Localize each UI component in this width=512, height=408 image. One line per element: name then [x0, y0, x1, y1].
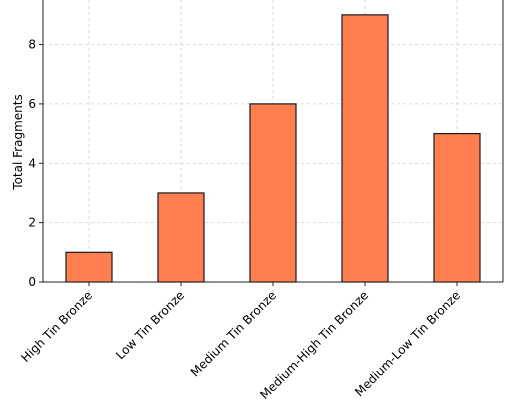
x-tick-label: High Tin Bronze [18, 288, 95, 365]
bar-medium-tin-bronze [249, 103, 297, 283]
bar-high-tin-bronze [65, 251, 113, 283]
y-tick-label: 6 [28, 97, 36, 111]
bar-medium-high-tin-bronze [341, 14, 389, 283]
bar-layer [65, 14, 481, 283]
y-tick-label: 2 [28, 216, 36, 230]
x-tick-label: Medium Tin Bronze [188, 288, 279, 379]
y-tick-label: 0 [28, 275, 36, 289]
y-axis-title: Total Fragments [11, 94, 25, 190]
x-tick-label: Medium-High Tin Bronze [257, 288, 371, 402]
y-tick-label: 4 [28, 156, 36, 170]
bar-low-tin-bronze [157, 192, 205, 283]
bar-medium-low-tin-bronze [433, 132, 481, 283]
x-tick-label: Low Tin Bronze [113, 288, 187, 362]
y-tick-label: 8 [28, 38, 36, 52]
x-tick-label: Medium-Low Tin Bronze [352, 288, 463, 399]
